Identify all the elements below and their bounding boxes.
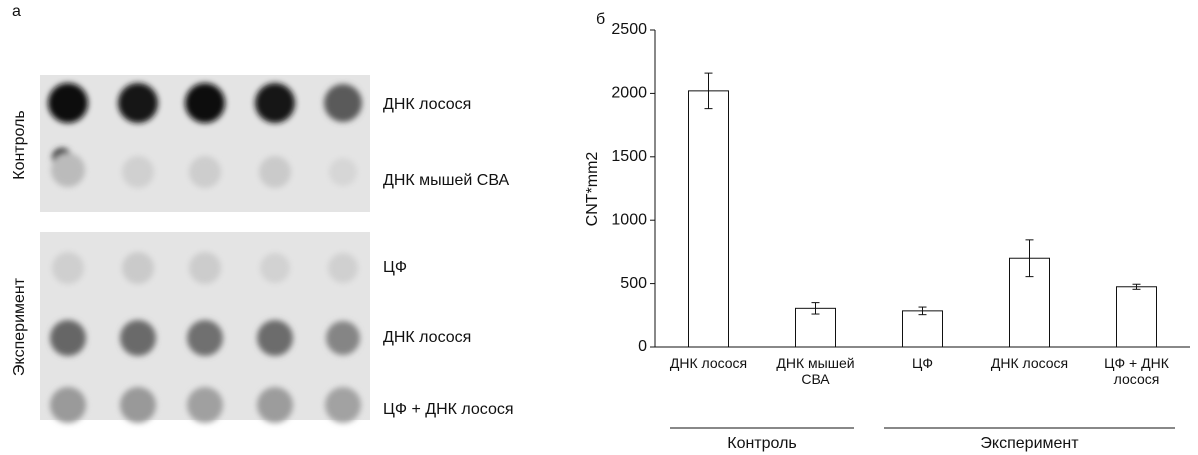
bar: [689, 91, 729, 347]
figure: а Контроль Эксперимент ДНК лосося ДНК мы…: [0, 0, 1198, 455]
row-label: ДНК лосося: [383, 329, 471, 346]
y-tick-label: 1000: [611, 211, 647, 228]
y-tick-label: 500: [620, 275, 647, 292]
y-tick-label: 0: [638, 338, 647, 355]
x-tick-label: ДНК мышей СВА: [774, 355, 858, 387]
group-label: Контроль: [11, 110, 28, 180]
bar: [903, 311, 943, 347]
row-label: ДНК мышей СВА: [383, 172, 509, 189]
row-label: ЦФ: [383, 259, 407, 276]
figure-svg: а Контроль Эксперимент ДНК лосося ДНК мы…: [0, 0, 1198, 455]
y-tick-label: 2000: [611, 85, 647, 102]
y-tick-label: 1500: [611, 148, 647, 165]
bar: [1117, 287, 1157, 347]
row-label: ЦФ + ДНК лосося: [383, 401, 514, 418]
row-label: ДНК лосося: [383, 96, 471, 113]
x-tick-label: ДНК лосося: [988, 355, 1072, 371]
group-label: Эксперимент: [11, 277, 28, 376]
y-axis-title: CNT*mm2: [584, 152, 601, 227]
y-tick-label: 2500: [611, 21, 647, 38]
panel-label: а: [12, 3, 21, 20]
x-tick-label: ЦФ + ДНК лосося: [1095, 355, 1179, 387]
panel-label: б: [596, 11, 605, 28]
group-label: Эксперимент: [980, 435, 1079, 452]
x-tick-label: ЦФ: [881, 355, 965, 371]
group-label: Контроль: [727, 435, 797, 452]
x-tick-label: ДНК лосося: [667, 355, 751, 371]
